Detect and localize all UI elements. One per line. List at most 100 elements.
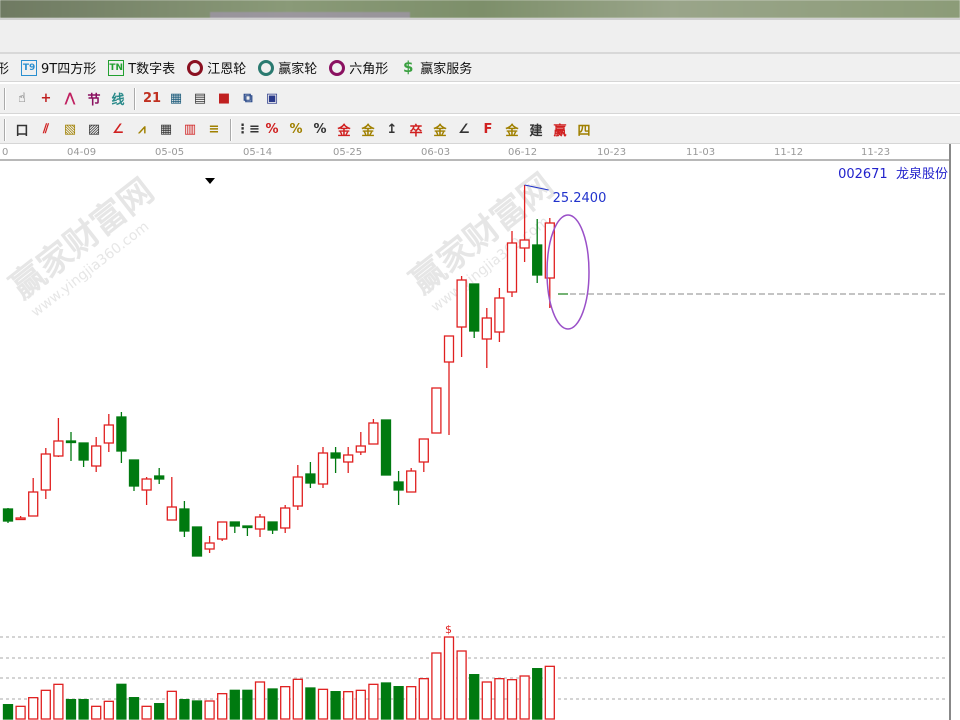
volume-marker: $ (445, 623, 452, 636)
volume-bar (204, 700, 215, 720)
date-tick: 05-05 (155, 147, 185, 158)
tool-winner-wheel[interactable]: 赢家轮 (258, 58, 317, 77)
candle-body (204, 542, 215, 550)
tool-hexagon[interactable]: 六角形 (329, 58, 388, 77)
gold-circle-icon[interactable]: 金 (337, 124, 351, 139)
highlight-ellipse (546, 214, 590, 330)
candle-body (481, 317, 492, 340)
volume-bar (380, 682, 392, 720)
volume-bar (267, 688, 278, 720)
candle-body (65, 440, 77, 444)
candle-body (141, 478, 152, 491)
tool-gann-wheel[interactable]: 江恩轮 (187, 58, 246, 77)
volume-bar (317, 688, 329, 720)
high-price-label: 25.2400 (553, 191, 607, 206)
gold-angle-icon[interactable]: 金 (505, 124, 519, 139)
angle-icon[interactable]: ∠ (112, 122, 124, 137)
tool-label: 9T四方形 (41, 62, 97, 77)
volume-bar (65, 699, 77, 720)
fib-icon[interactable]: ⋮≡ (236, 122, 260, 137)
crosshair-icon[interactable]: + (40, 91, 52, 106)
volume-bar (494, 678, 505, 720)
gann-fan-icon[interactable]: ▨ (87, 122, 101, 137)
candle-body (355, 445, 366, 453)
volume-bar (53, 683, 64, 720)
gold-lines-icon[interactable]: 金 (361, 124, 375, 139)
zigzag-icon[interactable]: ⩘ (138, 122, 146, 137)
volume-bar (2, 704, 14, 720)
volume-bar (519, 675, 530, 720)
gann-box-icon[interactable]: ▧ (63, 122, 77, 137)
calendar-icon[interactable]: 21 (142, 91, 162, 106)
candle-body (179, 508, 190, 532)
calculator-icon[interactable]: ▦ (169, 91, 183, 106)
candle-body (519, 239, 530, 249)
date-tick: 06-03 (421, 147, 451, 158)
high-pointer (524, 184, 549, 191)
percent-fan-icon[interactable]: % (265, 122, 279, 137)
candle-body (330, 452, 341, 459)
candle-body (380, 419, 392, 476)
printer-icon[interactable]: ▣ (265, 91, 279, 106)
candle-body (103, 424, 114, 444)
candle-body (292, 476, 303, 507)
tool-partial-shape[interactable]: 形 (0, 58, 9, 77)
tool-label: 赢家轮 (278, 62, 318, 77)
date-tick: 06-12 (508, 147, 538, 158)
separator (4, 87, 6, 110)
save-icon[interactable]: ■ (217, 91, 231, 106)
volume-bar (242, 689, 253, 720)
fan-lines-icon[interactable]: ⫽ (43, 122, 49, 137)
line-icon[interactable]: 线 (111, 93, 125, 108)
candle-body (91, 445, 102, 467)
volume-bar (443, 636, 455, 720)
tool-t9[interactable]: T9 9T四方形 (21, 58, 96, 77)
box-icon[interactable]: 口 (15, 124, 29, 139)
tool-tn[interactable]: TN T数字表 (108, 58, 175, 77)
volume-bar (343, 691, 354, 720)
percent-lines-icon[interactable]: % (313, 122, 327, 137)
notebook-icon[interactable]: ▤ (193, 91, 207, 106)
network-icon[interactable]: ⧉ (243, 91, 253, 106)
hand-icon[interactable]: ☝ (18, 91, 26, 106)
candle-body (40, 453, 51, 491)
gold-bar-icon[interactable]: 金 (433, 124, 447, 139)
candle-body (431, 387, 442, 434)
candle-body (393, 481, 404, 491)
dropdown-arrow-icon[interactable] (205, 178, 215, 184)
volume-bar (418, 678, 429, 720)
volume-bar (116, 683, 127, 720)
grid-icon[interactable]: ▦ (159, 122, 173, 137)
percent-icon[interactable]: % (289, 122, 303, 137)
tool-dollar[interactable]: $ 赢家服务 (400, 58, 472, 77)
volume-bar (103, 700, 114, 720)
parallel-icon[interactable]: ≡ (208, 122, 220, 137)
date-axis: 0 04-09 05-05 05-14 05-25 06-03 06-12 10-23 11-0… (0, 144, 950, 161)
section-icon[interactable]: 节 (87, 93, 101, 108)
candle-body (469, 283, 480, 332)
angle-lines-icon[interactable]: ∠ (458, 122, 470, 137)
drawing-tools-toolbar: 形 T9 9T四方形 TN T数字表 江恩轮 赢家轮 六角形 $ 赢家服务 (0, 54, 960, 82)
four-angle-icon[interactable]: 四 (577, 124, 591, 139)
volume-bar (229, 689, 240, 720)
candle-body (116, 416, 127, 452)
volume-bar (431, 652, 442, 720)
grid2-icon[interactable]: ▥ (183, 122, 197, 137)
f-angle-icon[interactable]: F (483, 122, 493, 137)
main-toolbar: ☝ + ⋀ 节线 21 ▦ ▤ ■ ⧉ ▣ (0, 84, 960, 114)
candle-body (242, 525, 253, 529)
line-tools-toolbar: 口 ⫽ ▧ ▨ ∠ ⩘ ▦ ▥ ≡ ⋮≡%%% 金金 ↥ 卒金 ∠ F 金建赢四 (0, 116, 960, 144)
wave-icon[interactable]: 卒 (409, 124, 423, 139)
arrow-tool-icon[interactable]: ↥ (386, 122, 398, 137)
ying-angle-icon[interactable]: 赢 (553, 124, 567, 139)
date-tick: 04-09 (67, 147, 97, 158)
jian-angle-icon[interactable]: 建 (529, 124, 543, 139)
volume-bar (28, 697, 39, 720)
line-draw-icon[interactable]: ⋀ (64, 91, 76, 106)
candle-body (28, 491, 39, 517)
candle-body (532, 244, 543, 276)
candle-body (544, 222, 555, 279)
candle-body (343, 454, 354, 463)
tool-label: 形 (0, 62, 10, 77)
